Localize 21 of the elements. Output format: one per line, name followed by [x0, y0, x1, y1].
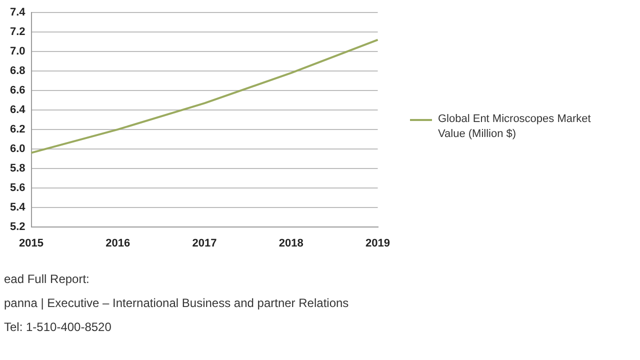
y-tick-label: 5.8 — [10, 162, 26, 174]
x-tick-label: 2015 — [19, 237, 44, 250]
x-tick-label: 2016 — [106, 237, 130, 250]
x-tick-label: 2019 — [366, 237, 390, 250]
y-tick-label: 6.4 — [10, 104, 26, 116]
y-tick-label: 6.0 — [10, 142, 26, 155]
x-tick-label: 2017 — [192, 237, 217, 250]
text: panna | Executive – International Business and partner Relations — [4, 296, 349, 310]
y-tick-label: 7.4 — [10, 6, 26, 19]
text: ead Full Report: — [4, 272, 90, 286]
x-tick-label: 2018 — [278, 237, 304, 250]
y-tick-label: 6.2 — [10, 123, 26, 136]
y-tick-label: 5.2 — [10, 220, 26, 233]
text: Tel: 1-510-400-8520 — [4, 320, 112, 334]
y-tick-label: 5.4 — [10, 201, 26, 214]
y-tick-label: 7.0 — [10, 46, 26, 58]
y-tick-label: 6.6 — [10, 84, 26, 97]
y-tick-label: 6.8 — [10, 65, 26, 78]
y-tick-label: 5.6 — [10, 182, 26, 194]
y-tick-label: 7.2 — [10, 26, 26, 38]
legend-label: Global Ent Microscopes Market Value (Million $) — [438, 112, 592, 142]
